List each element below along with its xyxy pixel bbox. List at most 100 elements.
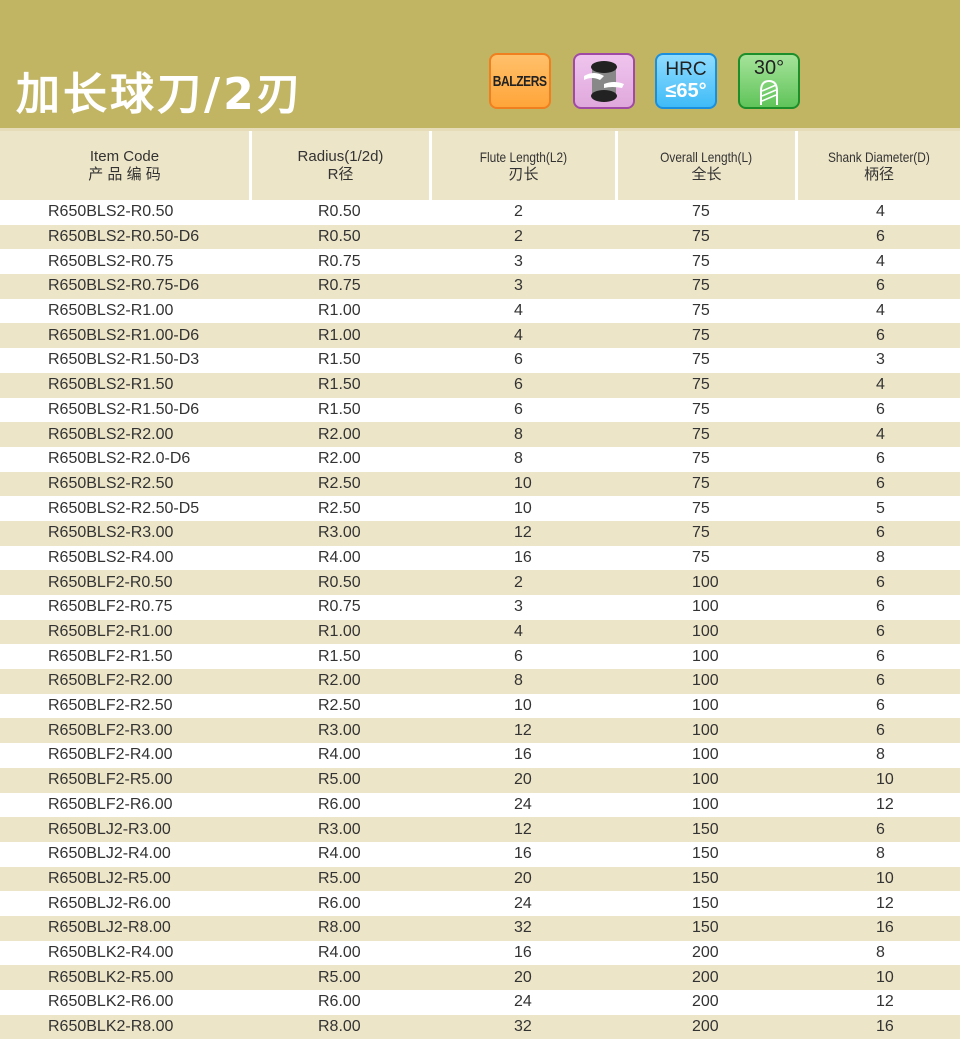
flute-length-cell: 2: [514, 203, 523, 221]
helix-tool-icon: [760, 79, 778, 105]
header-zh: 产 品 编 码: [88, 165, 161, 183]
shank-diameter-cell: 6: [876, 697, 885, 715]
item-code-cell: R650BLK2-R6.00: [48, 993, 174, 1011]
radius-cell: R1.50: [318, 376, 361, 394]
overall-length-cell: 100: [692, 697, 719, 715]
shank-diameter-cell: 8: [876, 548, 885, 566]
item-code-cell: R650BLS2-R4.00: [48, 548, 174, 566]
table-row: R650BLF2-R2.50 R2.50 10 100 6: [0, 694, 960, 719]
header-zh: 全长: [691, 165, 722, 183]
overall-length-cell: 100: [692, 647, 719, 665]
radius-cell: R4.00: [318, 746, 361, 764]
overall-length-cell: 200: [692, 993, 719, 1011]
helix-angle-value: 30°: [753, 57, 785, 79]
table-row: R650BLS2-R1.00 R1.00 4 75 4: [0, 299, 960, 324]
item-code-cell: R650BLS2-R0.75-D6: [48, 277, 200, 295]
overall-length-cell: 100: [692, 623, 719, 641]
shank-diameter-cell: 4: [876, 203, 885, 221]
radius-cell: R1.00: [318, 623, 361, 641]
shank-diameter-cell: 6: [876, 647, 885, 665]
overall-length-cell: 75: [692, 548, 710, 566]
radius-cell: R5.00: [318, 771, 361, 789]
flute-length-cell: 4: [514, 302, 523, 320]
item-code-cell: R650BLJ2-R6.00: [48, 894, 171, 912]
shank-diameter-cell: 6: [876, 450, 885, 468]
flute-length-cell: 10: [514, 499, 532, 517]
item-code-cell: R650BLJ2-R8.00: [48, 919, 171, 937]
item-code-cell: R650BLF2-R6.00: [48, 795, 173, 813]
shank-diameter-cell: 6: [876, 623, 885, 641]
flute-length-cell: 2: [514, 573, 523, 591]
item-code-cell: R650BLK2-R8.00: [48, 1018, 174, 1036]
table-row: R650BLS2-R2.50 R2.50 10 75 6: [0, 471, 960, 497]
item-code-cell: R650BLJ2-R3.00: [48, 820, 171, 838]
radius-cell: R3.00: [318, 524, 361, 542]
title-banner: 加长球刀/2刃 BALZERS HRC ≤65° 30°: [0, 0, 960, 128]
header-overall-length: Overall Length(L) 全长: [618, 131, 798, 200]
shank-diameter-cell: 6: [876, 474, 885, 492]
shank-diameter-cell: 10: [876, 771, 894, 789]
shank-diameter-cell: 8: [876, 845, 885, 863]
overall-length-cell: 100: [692, 746, 719, 764]
radius-cell: R8.00: [318, 919, 361, 937]
flute-length-cell: 4: [514, 623, 523, 641]
header-en: Shank Diameter(D): [828, 148, 930, 165]
flute-length-cell: 24: [514, 894, 532, 912]
flute-length-cell: 10: [514, 697, 532, 715]
shank-diameter-cell: 6: [876, 573, 885, 591]
overall-length-cell: 75: [692, 252, 710, 270]
table-row: R650BLJ2-R6.00 R6.00 24 150 12: [0, 891, 960, 916]
flute-length-cell: 16: [514, 548, 532, 566]
radius-cell: R2.50: [318, 697, 361, 715]
shank-diameter-cell: 6: [876, 228, 885, 246]
shank-diameter-cell: 4: [876, 302, 885, 320]
item-code-cell: R650BLS2-R2.0-D6: [48, 450, 191, 468]
flute-length-cell: 2: [514, 228, 523, 246]
item-code-cell: R650BLS2-R3.00: [48, 524, 174, 542]
table-row: R650BLS2-R2.00 R2.00 8 75 4: [0, 422, 960, 447]
item-code-cell: R650BLF2-R3.00: [48, 721, 173, 739]
shank-diameter-cell: 4: [876, 376, 885, 394]
shank-diameter-cell: 6: [876, 400, 885, 418]
overall-length-cell: 75: [692, 351, 710, 369]
table-row: R650BLS2-R0.50 R0.50 2 75 4: [0, 200, 960, 225]
overall-length-cell: 100: [692, 771, 719, 789]
radius-cell: R6.00: [318, 795, 361, 813]
shank-diameter-cell: 6: [876, 721, 885, 739]
flute-length-cell: 32: [514, 919, 532, 937]
item-code-cell: R650BLF2-R0.75: [48, 598, 173, 616]
shank-diameter-cell: 12: [876, 894, 894, 912]
shank-diameter-cell: 6: [876, 524, 885, 542]
header-shank-diameter: Shank Diameter(D) 柄径: [798, 131, 960, 200]
table-row: R650BLF2-R3.00 R3.00 12 100 6: [0, 718, 960, 744]
table-row: R650BLS2-R2.50-D5 R2.50 10 75 5: [0, 496, 960, 521]
radius-cell: R0.75: [318, 277, 361, 295]
item-code-cell: R650BLK2-R5.00: [48, 968, 174, 986]
radius-cell: R2.50: [318, 499, 361, 517]
overall-length-cell: 100: [692, 573, 719, 591]
table-row: R650BLS2-R0.75 R0.75 3 75 4: [0, 249, 960, 274]
item-code-cell: R650BLF2-R1.00: [48, 623, 173, 641]
shank-diameter-cell: 6: [876, 277, 885, 295]
table-header: Item Code 产 品 编 码 Radius(1/2d) R径 Flute …: [0, 128, 960, 200]
shank-diameter-cell: 6: [876, 672, 885, 690]
flute-length-cell: 32: [514, 1018, 532, 1036]
coating-badge: BALZERS: [489, 53, 551, 109]
overall-length-cell: 75: [692, 450, 710, 468]
helix-angle-badge: 30°: [738, 53, 800, 109]
item-code-cell: R650BLF2-R2.00: [48, 672, 173, 690]
flute-length-cell: 20: [514, 968, 532, 986]
shank-diameter-cell: 3: [876, 351, 885, 369]
header-en: Overall Length(L): [660, 148, 753, 165]
overall-length-cell: 100: [692, 795, 719, 813]
item-code-cell: R650BLF2-R0.50: [48, 573, 173, 591]
overall-length-cell: 150: [692, 894, 719, 912]
table-row: R650BLK2-R5.00 R5.00 20 200 10: [0, 965, 960, 990]
overall-length-cell: 75: [692, 326, 710, 344]
item-code-cell: R650BLS2-R1.50-D6: [48, 400, 200, 418]
overall-length-cell: 150: [692, 820, 719, 838]
item-code-cell: R650BLJ2-R5.00: [48, 869, 171, 887]
table-row: R650BLK2-R8.00 R8.00 32 200 16: [0, 1014, 960, 1040]
overall-length-cell: 75: [692, 277, 710, 295]
header-en: Radius(1/2d): [297, 147, 384, 165]
